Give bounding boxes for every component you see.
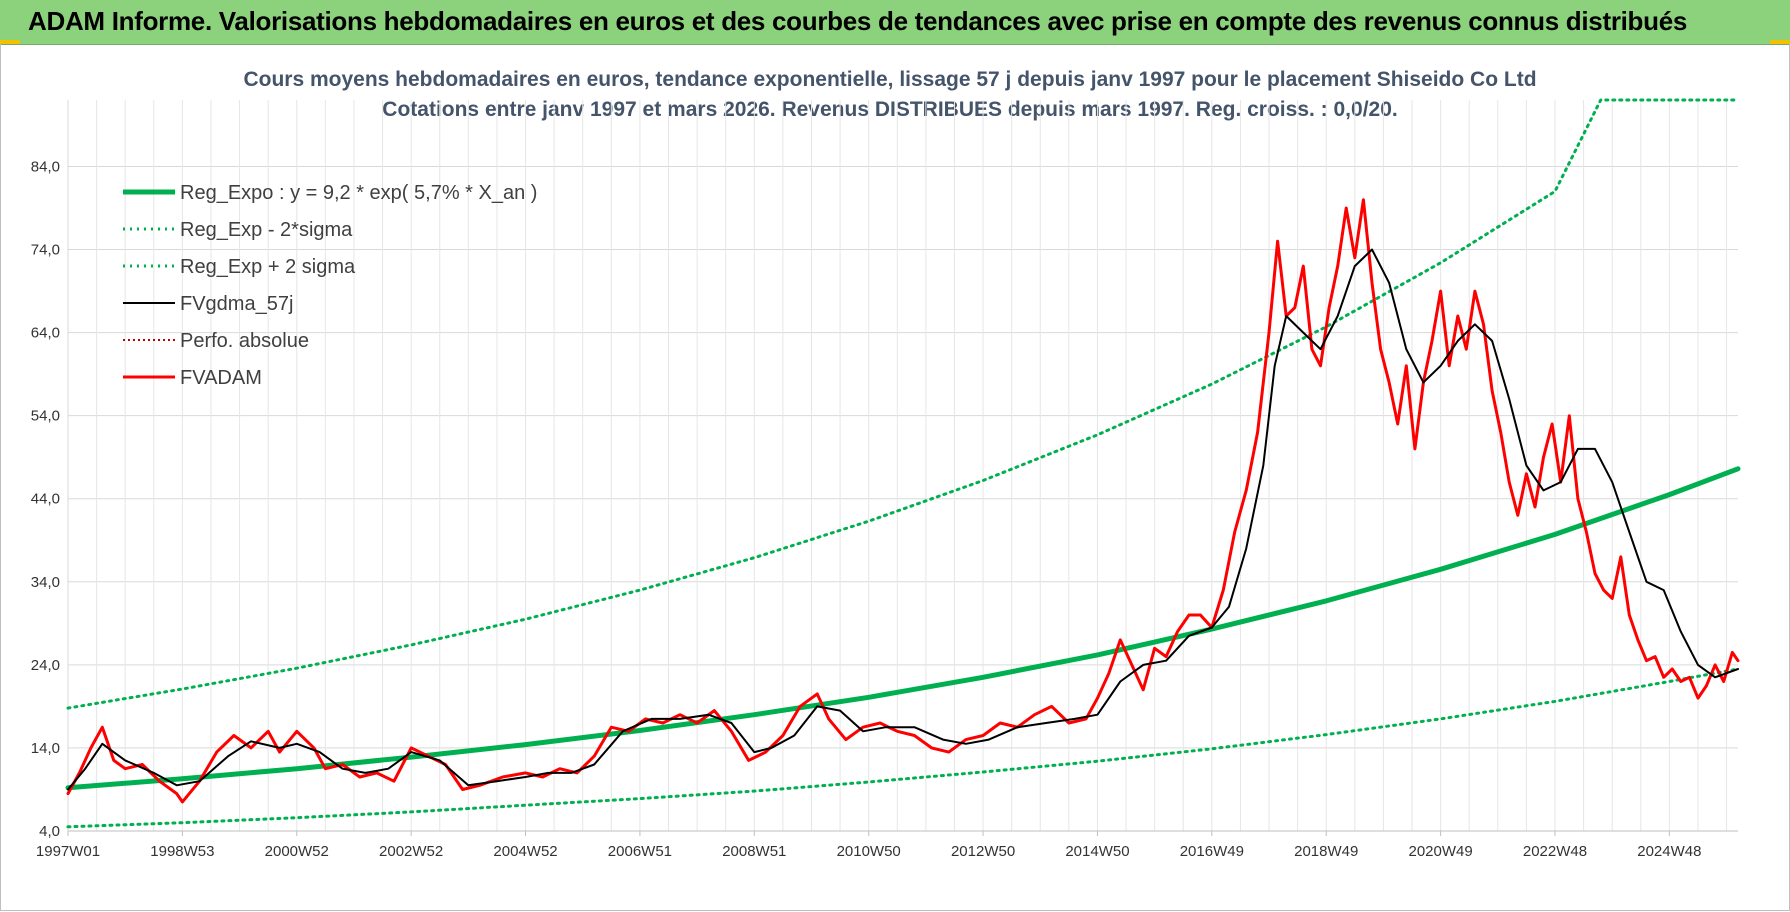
x-tick-label: 2010W50: [837, 843, 901, 860]
y-tick-label: 84,0: [31, 158, 60, 175]
series-fvgdma-57j: [67, 248, 1739, 791]
legend-label: FVADAM: [180, 367, 262, 389]
x-tick-label: 1998W53: [150, 843, 214, 860]
y-tick-label: 34,0: [31, 574, 60, 591]
series-reg-expo: [65, 466, 1741, 791]
chart-title-line1: Cours moyens hebdomadaires en euros, ten…: [243, 68, 1536, 91]
legend-label: Reg_Exp + 2 sigma: [180, 256, 356, 278]
y-tick-label: 64,0: [31, 325, 60, 342]
y-tick-label: 54,0: [31, 408, 60, 425]
y-tick-label: 14,0: [31, 740, 60, 757]
series-reg-exp-minus-2sigma: [66, 667, 1740, 829]
legend-label: FVgdma_57j: [180, 293, 293, 315]
y-tick-label: 44,0: [31, 491, 60, 508]
series-reg-exp-plus-2sigma: [66, 98, 1740, 710]
series-fvadam: [66, 198, 1740, 804]
axes: 4,0 14,0 24,0 34,0 44,0 54,0 64,0 74,0 84,0 1997W…: [31, 100, 1738, 860]
report-header: ADAM Informe. Valorisations hebdomadaire…: [0, 0, 1790, 45]
grid: [68, 100, 1738, 832]
legend-label: Reg_Exp - 2*sigma: [180, 219, 353, 241]
x-tick-label: 2002W52: [379, 843, 443, 860]
x-tick-label: 2016W49: [1180, 843, 1244, 860]
legend-label: Reg_Expo : y = 9,2 * exp( 5,7% * X_an ): [180, 182, 537, 204]
report-title: ADAM Informe. Valorisations hebdomadaire…: [28, 6, 1688, 36]
y-tick-label: 4,0: [39, 823, 60, 840]
corner-mark: [1770, 40, 1790, 44]
chart: Cours moyens hebdomadaires en euros, ten…: [31, 68, 1741, 860]
x-tick-label: 2024W48: [1637, 843, 1701, 860]
legend-label: Perfo. absolue: [180, 330, 309, 352]
chart-title-line2: Cotations entre janv 1997 et mars 2026. …: [382, 98, 1397, 121]
x-tick-label: 2008W51: [722, 843, 786, 860]
x-tick-label: 2006W51: [608, 843, 672, 860]
x-tick-label: 1997W01: [36, 843, 100, 860]
x-tick-label: 2000W52: [265, 843, 329, 860]
series-group: [65, 98, 1741, 829]
x-tick-label: 2022W48: [1523, 843, 1587, 860]
x-tick-label: 2020W49: [1408, 843, 1472, 860]
x-tick-label: 2004W52: [493, 843, 557, 860]
corner-mark: [0, 40, 20, 44]
y-tick-label: 74,0: [31, 242, 60, 259]
x-tick-label: 2012W50: [951, 843, 1015, 860]
legend: Reg_Expo : y = 9,2 * exp( 5,7% * X_an ) R…: [123, 182, 537, 389]
x-tick-label: 2014W50: [1065, 843, 1129, 860]
y-tick-label: 24,0: [31, 657, 60, 674]
x-tick-label: 2018W49: [1294, 843, 1358, 860]
